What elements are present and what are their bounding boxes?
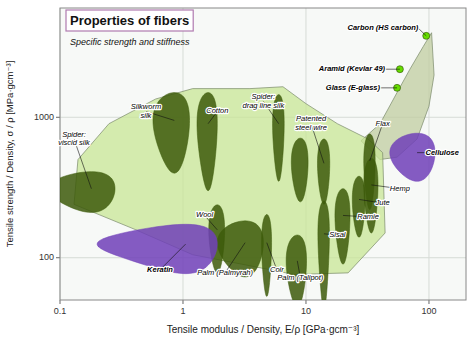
tick-mark <box>182 300 183 304</box>
axes: 0.1 1 10 100 100 1000 <box>34 8 466 316</box>
annotation: Palm (Talipot) <box>277 273 323 282</box>
tick-label: 100 <box>39 252 54 262</box>
annotation: Spider:drag line silk <box>242 92 285 110</box>
x-axis-label: Tensile modulus / Density, E/ρ [GPa·gcm⁻… <box>167 324 360 335</box>
tick-mark <box>56 117 60 118</box>
annotation: Keratin <box>147 265 173 274</box>
leader-line <box>418 28 426 36</box>
ellipse <box>291 138 308 202</box>
annotations: Spider:viscid silk Silkwormsilk Cotton Spid… <box>58 23 459 281</box>
tick-label: 0.1 <box>54 306 67 316</box>
subtitle: Specific strength and stiffness <box>70 37 190 47</box>
annotation: Sisal <box>329 230 346 239</box>
chart: 0.1 1 10 100 100 1000 Tensile modulus / Densit… <box>0 0 474 341</box>
ellipse <box>390 133 435 181</box>
marks <box>60 32 435 300</box>
tick-label: 1 <box>180 306 185 316</box>
annotation: Cellulose <box>425 148 458 157</box>
annotation: Palm (Palmyrah) <box>197 268 253 277</box>
tick-label: 100 <box>421 306 436 316</box>
annotation: Patentedsteel wire <box>295 114 327 132</box>
annotation: Wool <box>196 210 213 219</box>
annotation: Spider:viscid silk <box>58 130 91 148</box>
annotation: Carbon (HS carbon) <box>348 23 419 32</box>
tick-mark <box>60 300 61 304</box>
ellipse <box>364 158 378 233</box>
leader-line <box>370 124 383 161</box>
plot-background <box>60 8 466 300</box>
grid <box>60 8 466 300</box>
annotation: Hemp <box>390 184 410 193</box>
annotation: Jute <box>375 198 390 207</box>
ellipse <box>97 224 217 273</box>
tick-label: 1000 <box>34 112 54 122</box>
y-axis-label: Tensile strength / Density, σ / ρ [MPa·g… <box>4 61 15 248</box>
annotation: Glass (E-glass) <box>326 83 381 92</box>
plot-frame <box>60 8 466 300</box>
ellipse <box>318 201 329 300</box>
ellipse <box>352 176 365 237</box>
leader-line <box>380 87 397 88</box>
tick-mark <box>305 300 306 304</box>
annotation: Flax <box>376 119 390 128</box>
annotation: Ramie <box>357 212 379 221</box>
ellipse <box>335 189 350 264</box>
ellipse <box>286 235 306 300</box>
title: Properties of fibers <box>70 13 189 28</box>
annotation: Silkwormsilk <box>131 102 161 120</box>
leader-line <box>385 69 400 70</box>
ellipse <box>262 215 272 297</box>
tick-label: 10 <box>301 306 311 316</box>
title-box <box>66 10 193 31</box>
title-group: Properties of fibers Specific strength an… <box>66 10 193 47</box>
tick-mark <box>56 257 60 258</box>
tick-mark <box>428 300 429 304</box>
annotation: Aramid (Kevlar 49) <box>318 64 386 73</box>
annotation: Cotton <box>206 106 228 115</box>
